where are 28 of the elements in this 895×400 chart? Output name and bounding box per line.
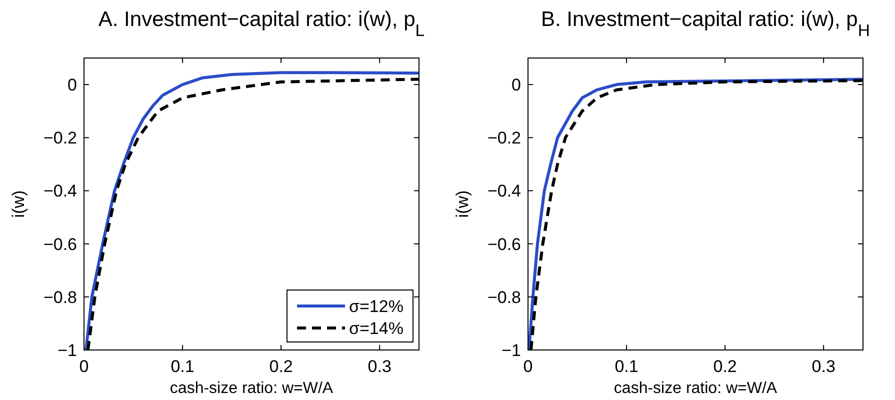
y-tick-label: 0 (68, 76, 77, 95)
legend-label: σ=14% (349, 319, 404, 338)
x-axis-title: cash-size ratio: w=W/A (614, 380, 778, 397)
y-tick-label: −0.6 (487, 234, 521, 254)
x-tick-label: 0.1 (170, 357, 194, 376)
x-tick-label: 0.3 (812, 357, 836, 376)
x-tick-label: 0.2 (713, 357, 737, 376)
y-tick-label: 0 (512, 76, 521, 95)
y-tick-label: −1 (502, 341, 521, 360)
x-tick-label: 0.2 (269, 357, 293, 376)
y-tick-label: −0.4 (487, 182, 521, 201)
x-tick-label: 0 (79, 357, 89, 376)
chart-title: B. Investment−capital ratio: i(w), p$_{H}$ (540, 8, 870, 40)
y-tick-label: −0.8 (487, 288, 521, 307)
y-tick-label: −0.2 (487, 128, 521, 148)
y-tick-label: −0.2 (43, 128, 77, 148)
x-axis-title: cash-size ratio: w=W/A (170, 380, 334, 397)
x-tick-label: 0.1 (614, 357, 638, 376)
legend-label: σ=12% (349, 297, 404, 316)
x-tick-label: 0.3 (368, 357, 392, 376)
y-tick-label: −1 (58, 341, 77, 360)
y-tick-label: −0.6 (43, 234, 77, 254)
x-tick-label: 0 (523, 357, 533, 376)
y-axis-title: i(w) (453, 190, 472, 218)
chart-title: A. Investment−capital ratio: i(w), p$_{L}$ (98, 8, 425, 40)
y-tick-label: −0.4 (43, 182, 77, 201)
y-axis-title: i(w) (9, 190, 28, 218)
y-tick-label: −0.8 (43, 288, 77, 307)
